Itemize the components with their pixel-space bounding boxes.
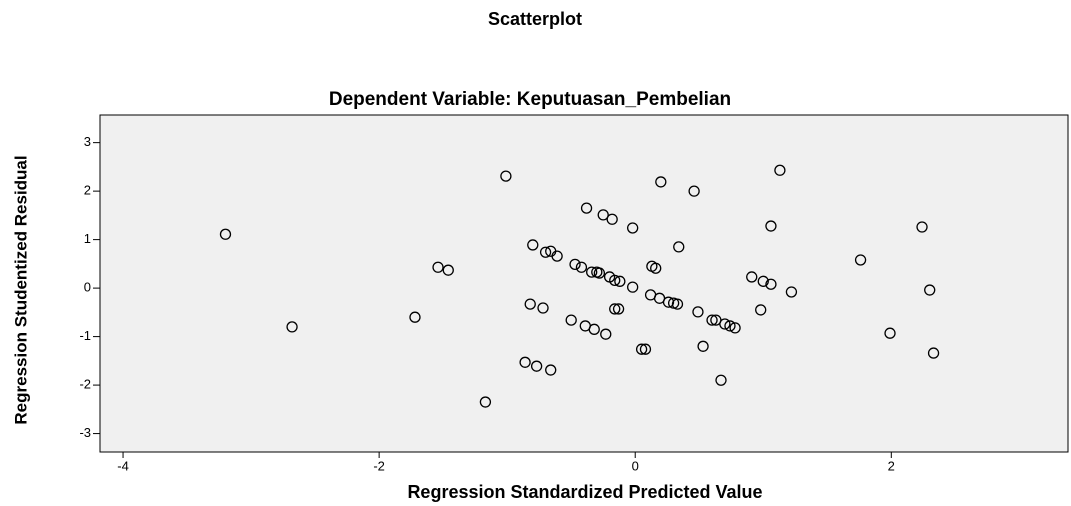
point: [432, 261, 444, 273]
point: [551, 250, 563, 262]
point: [539, 246, 552, 258]
point: [635, 343, 648, 355]
x-tick-label: -2: [373, 458, 385, 473]
point: [593, 267, 606, 279]
point: [916, 221, 928, 233]
point: [765, 278, 777, 290]
y-tick-label: 0: [84, 280, 91, 295]
point: [746, 271, 758, 283]
point: [719, 318, 731, 330]
point: [724, 320, 736, 332]
point: [765, 220, 777, 232]
plot-area: [99, 114, 1069, 453]
point: [655, 176, 667, 188]
y-tick-label: -2: [79, 377, 91, 392]
point: [774, 164, 786, 176]
y-axis-label: Regression Studentized Residual: [11, 155, 30, 424]
point: [884, 327, 896, 339]
point: [580, 202, 593, 214]
x-tick-label: 2: [888, 458, 895, 473]
point: [609, 303, 621, 315]
point: [729, 322, 741, 334]
point: [606, 213, 618, 225]
point: [500, 170, 512, 182]
point: [537, 302, 549, 314]
point: [527, 239, 539, 251]
point: [673, 241, 685, 253]
point: [565, 314, 577, 326]
point: [688, 185, 700, 197]
point: [706, 314, 718, 326]
point: [286, 321, 298, 333]
point: [612, 303, 625, 315]
y-tick-label: 1: [84, 231, 91, 246]
point: [609, 274, 621, 286]
y-tick-label: 3: [84, 134, 91, 149]
point: [569, 258, 581, 270]
point: [545, 364, 557, 376]
point: [530, 360, 543, 372]
point: [442, 264, 454, 276]
point: [671, 298, 684, 310]
point: [219, 228, 232, 240]
y-tick-label: 2: [84, 183, 91, 198]
point: [409, 311, 421, 323]
point: [715, 374, 727, 386]
x-axis-label: Regression Standardized Predicted Value: [407, 482, 762, 502]
point: [924, 284, 936, 296]
chart-title: Scatterplot: [488, 9, 582, 29]
point: [627, 281, 639, 293]
point: [519, 356, 531, 368]
x-tick-label: 0: [632, 458, 639, 473]
point: [479, 396, 492, 408]
point: [697, 340, 709, 352]
chart-subtitle: Dependent Variable: Keputuasan_Pembelian: [329, 89, 731, 110]
point: [627, 222, 639, 234]
point: [575, 261, 588, 273]
point: [597, 209, 609, 221]
point: [588, 323, 600, 335]
x-tick-label: -4: [117, 458, 129, 473]
point: [614, 275, 626, 287]
point: [639, 343, 652, 355]
point: [586, 266, 598, 278]
point: [757, 275, 769, 287]
y-tick-label: -1: [79, 328, 91, 343]
point: [854, 254, 867, 266]
point: [785, 286, 798, 298]
point: [650, 262, 662, 274]
point: [524, 298, 536, 310]
point: [600, 328, 612, 340]
point: [755, 304, 767, 316]
point: [927, 347, 940, 359]
point: [692, 306, 704, 318]
y-tick-label: -3: [79, 425, 91, 440]
